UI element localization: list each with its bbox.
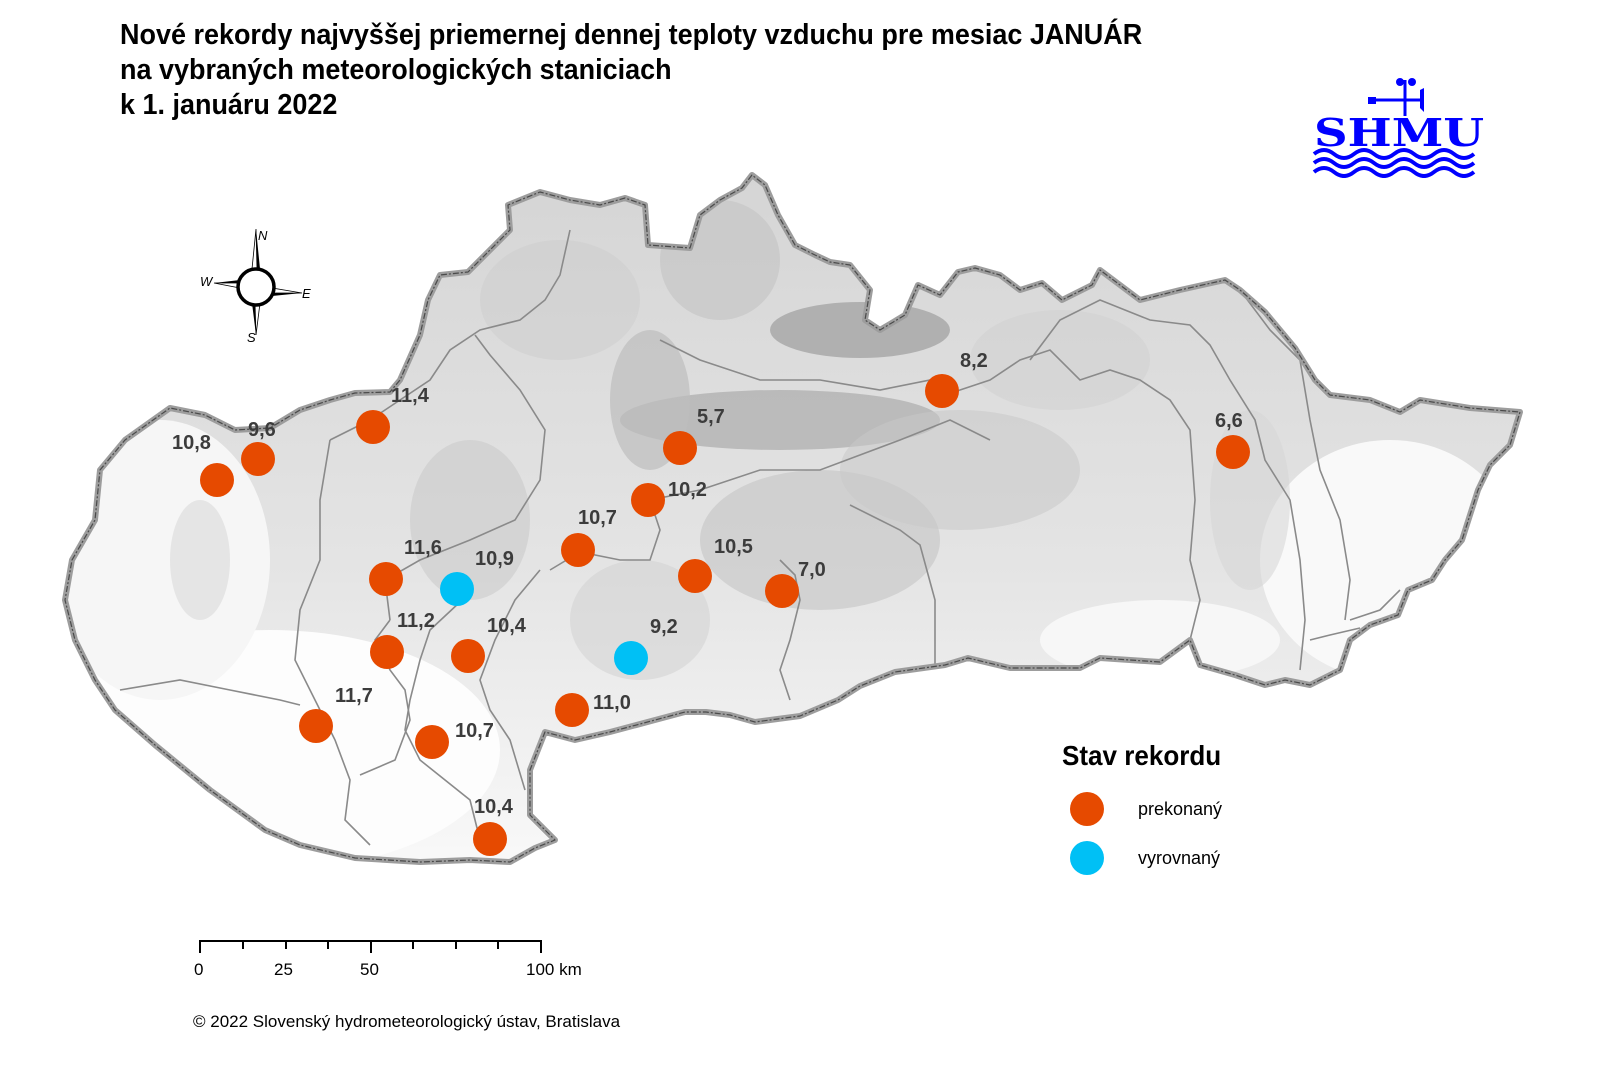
compass-west-label: W xyxy=(200,274,213,289)
exceeded-dot-icon xyxy=(1070,792,1104,826)
station-value-label: 11,2 xyxy=(397,610,435,632)
station-marker[interactable] xyxy=(415,725,449,759)
legend-label-equalled: vyrovnaný xyxy=(1138,847,1221,868)
legend-item-equalled: vyrovnaný xyxy=(1070,841,1220,875)
station-value-label: 10,5 xyxy=(714,536,753,558)
station-value-label: 11,7 xyxy=(335,685,373,707)
station-marker[interactable] xyxy=(451,639,485,673)
station-value-label: 10,2 xyxy=(668,479,707,501)
station-marker[interactable] xyxy=(241,442,275,476)
compass-rose-icon xyxy=(213,228,303,336)
station-marker[interactable] xyxy=(631,483,665,517)
station-value-label: 6,6 xyxy=(1215,410,1243,432)
legend-label-exceeded: prekonaný xyxy=(1138,798,1223,819)
station-marker[interactable] xyxy=(555,693,589,727)
copyright-notice: © 2022 Slovenský hydrometeorologický úst… xyxy=(193,1012,621,1031)
legend-item-exceeded: prekonaný xyxy=(1070,792,1222,826)
station-value-label: 10,4 xyxy=(487,615,526,637)
station-marker[interactable] xyxy=(440,572,474,606)
station-value-label: 7,0 xyxy=(798,559,826,581)
station-marker[interactable] xyxy=(369,562,403,596)
scale-bar xyxy=(199,940,542,953)
compass-south-label: S xyxy=(247,330,256,345)
scale-label-25: 25 xyxy=(274,960,293,979)
compass-north-label: N xyxy=(258,228,268,243)
station-value-label: 11,6 xyxy=(404,537,442,559)
station-marker[interactable] xyxy=(925,374,959,408)
station-value-label: 10,8 xyxy=(172,432,211,454)
station-marker[interactable] xyxy=(561,533,595,567)
station-marker[interactable] xyxy=(663,431,697,465)
svg-text:SHMU: SHMU xyxy=(1314,110,1484,155)
station-marker[interactable] xyxy=(614,641,648,675)
station-marker[interactable] xyxy=(473,822,507,856)
title-line-1: Nové rekordy najvyššej priemernej dennej… xyxy=(120,19,1143,51)
station-marker[interactable] xyxy=(200,463,234,497)
equalled-dot-icon xyxy=(1070,841,1104,875)
station-value-label: 5,7 xyxy=(697,406,725,428)
station-value-label: 8,2 xyxy=(960,350,988,372)
station-value-label: 11,0 xyxy=(593,692,631,714)
legend: Stav rekordu prekonaný vyrovnaný xyxy=(1062,740,1233,875)
station-marker[interactable] xyxy=(356,410,390,444)
station-marker[interactable] xyxy=(370,635,404,669)
title-line-3: k 1. januáru 2022 xyxy=(120,89,338,121)
compass-east-label: E xyxy=(302,286,311,301)
station-value-label: 10,9 xyxy=(475,548,514,570)
station-value-label: 10,7 xyxy=(455,720,494,742)
station-value-label: 9,6 xyxy=(248,419,276,441)
station-marker[interactable] xyxy=(1216,435,1250,469)
scale-label-100km: 100 km xyxy=(526,960,582,979)
legend-title: Stav rekordu xyxy=(1062,740,1222,771)
station-value-label: 10,4 xyxy=(474,796,513,818)
station-marker[interactable] xyxy=(678,559,712,593)
station-marker[interactable] xyxy=(765,574,799,608)
scale-label-0: 0 xyxy=(194,960,204,979)
shmu-logo-icon: SHMU xyxy=(1312,78,1484,178)
station-value-label: 9,2 xyxy=(650,616,678,638)
station-value-label: 10,7 xyxy=(578,507,617,529)
station-value-label: 11,4 xyxy=(391,385,429,407)
scale-label-50: 50 xyxy=(360,960,379,979)
basin-boundaries xyxy=(119,229,1401,846)
map-title: Nové rekordy najvyššej priemernej dennej… xyxy=(120,18,1142,123)
title-line-2: na vybraných meteorologických staniciach xyxy=(120,54,672,86)
station-marker[interactable] xyxy=(299,709,333,743)
